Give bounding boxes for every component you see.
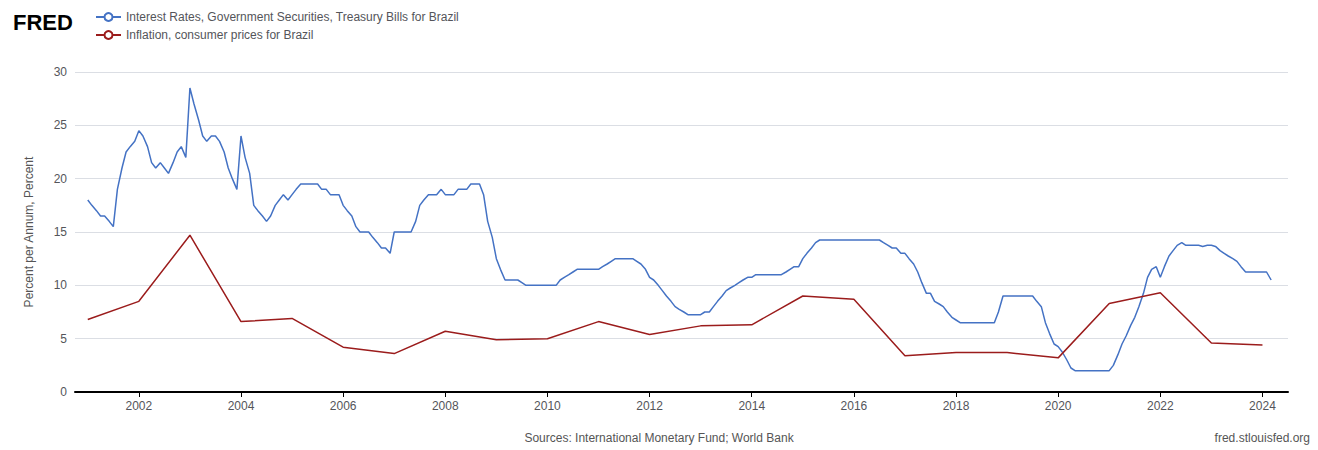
svg-text:2014: 2014 <box>738 399 765 413</box>
svg-text:2018: 2018 <box>943 399 970 413</box>
svg-text:FRED: FRED <box>13 10 73 35</box>
svg-text:5: 5 <box>60 332 67 346</box>
svg-text:fred.stlouisfed.org: fred.stlouisfed.org <box>1215 431 1310 445</box>
svg-text:30: 30 <box>54 65 68 79</box>
svg-text:2024: 2024 <box>1249 399 1276 413</box>
svg-text:2022: 2022 <box>1147 399 1174 413</box>
svg-text:2012: 2012 <box>636 399 663 413</box>
svg-text:10: 10 <box>54 278 68 292</box>
svg-text:2006: 2006 <box>330 399 357 413</box>
svg-text:2008: 2008 <box>432 399 459 413</box>
svg-text:2016: 2016 <box>841 399 868 413</box>
svg-text:Percent per Annum, Percent: Percent per Annum, Percent <box>22 156 36 307</box>
svg-text:2004: 2004 <box>228 399 255 413</box>
svg-text:25: 25 <box>54 118 68 132</box>
svg-text:0: 0 <box>60 385 67 399</box>
svg-text:2020: 2020 <box>1045 399 1072 413</box>
svg-text:2010: 2010 <box>534 399 561 413</box>
svg-text:15: 15 <box>54 225 68 239</box>
svg-text:20: 20 <box>54 172 68 186</box>
svg-text:Interest Rates, Government Sec: Interest Rates, Government Securities, T… <box>126 10 459 24</box>
svg-text:Sources: International Monetar: Sources: International Monetary Fund; Wo… <box>524 431 794 445</box>
svg-text:2002: 2002 <box>125 399 152 413</box>
svg-text:Inflation, consumer prices for: Inflation, consumer prices for Brazil <box>126 28 313 42</box>
